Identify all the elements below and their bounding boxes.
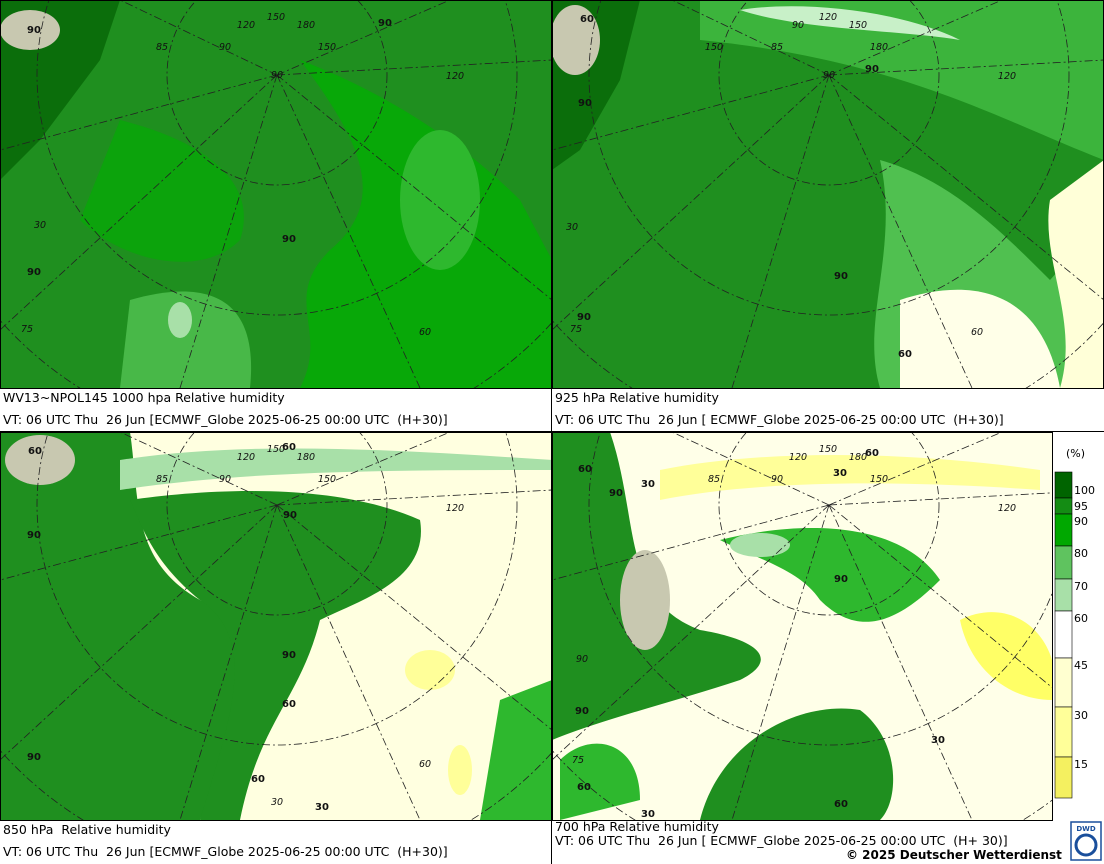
panel-caption: VT: 06 UTC Thu 26 Jun [ ECMWF_Globe 2025… bbox=[555, 412, 1004, 427]
contour-label: 150 bbox=[870, 474, 888, 485]
contour-label: 90 bbox=[27, 752, 41, 763]
contour-label: 120 bbox=[446, 71, 464, 82]
contour-label: 120 bbox=[998, 71, 1016, 82]
contour-label: 60 bbox=[419, 327, 431, 338]
contour-label: 180 bbox=[297, 20, 315, 31]
contour-label: 90 bbox=[575, 706, 589, 717]
map-1000 bbox=[1, 1, 551, 388]
contour-label: 120 bbox=[446, 503, 464, 514]
contour-label: 60 bbox=[577, 782, 591, 793]
contour-label: 75 bbox=[570, 324, 582, 335]
contour-label: 90 bbox=[578, 98, 592, 109]
contour-label: 85 bbox=[156, 42, 168, 53]
contour-label: 150 bbox=[267, 12, 285, 23]
contour-label: 60 bbox=[282, 699, 296, 710]
contour-label: 180 bbox=[870, 42, 888, 53]
contour-label: 90 bbox=[27, 25, 41, 36]
contour-label: 90 bbox=[378, 18, 392, 29]
contour-label: 30 bbox=[833, 468, 847, 479]
contour-label: 90 bbox=[609, 488, 623, 499]
contour-label: 150 bbox=[819, 444, 837, 455]
legend-tick-label: 30 bbox=[1074, 709, 1088, 722]
contour-label: 30 bbox=[34, 220, 46, 231]
panel-caption: VT: 06 UTC Thu 26 Jun [ECMWF_Globe 2025-… bbox=[3, 844, 448, 859]
contour-label: 150 bbox=[318, 474, 336, 485]
panel-caption: 850 hPa Relative humidity bbox=[3, 822, 172, 837]
contour-label: 85 bbox=[771, 42, 783, 53]
copyright: © 2025 Deutscher Wetterdienst bbox=[846, 848, 1062, 862]
contour-label: 90 bbox=[271, 70, 283, 81]
legend-tick-label: 45 bbox=[1074, 659, 1088, 672]
colorbar bbox=[1054, 471, 1073, 799]
contour-label: 90 bbox=[577, 312, 591, 323]
contour-label: 90 bbox=[282, 650, 296, 661]
panel-caption: VT: 06 UTC Thu 26 Jun [ ECMWF_Globe 2025… bbox=[555, 833, 1008, 848]
panel-caption: VT: 06 UTC Thu 26 Jun [ECMWF_Globe 2025-… bbox=[3, 412, 448, 427]
panel-caption: 700 hPa Relative humidity bbox=[555, 819, 720, 834]
dwd-logo bbox=[1070, 821, 1102, 861]
contour-label: 120 bbox=[998, 503, 1016, 514]
contour-label: 60 bbox=[580, 14, 594, 25]
contour-label: 90 bbox=[823, 70, 835, 81]
contour-label: 90 bbox=[282, 234, 296, 245]
contour-label: 60 bbox=[282, 442, 296, 453]
contour-label: 60 bbox=[251, 774, 265, 785]
contour-label: 60 bbox=[28, 446, 42, 457]
contour-label: 180 bbox=[849, 452, 867, 463]
contour-label: 90 bbox=[27, 267, 41, 278]
legend-tick-label: 80 bbox=[1074, 547, 1088, 560]
contour-label: 30 bbox=[566, 222, 578, 233]
contour-label: 60 bbox=[834, 799, 848, 810]
contour-label: 120 bbox=[819, 12, 837, 23]
contour-label: 60 bbox=[578, 464, 592, 475]
contour-label: 30 bbox=[931, 735, 945, 746]
map-700 bbox=[553, 433, 1053, 820]
contour-label: 90 bbox=[219, 42, 231, 53]
contour-label: 120 bbox=[237, 452, 255, 463]
contour-label: 30 bbox=[641, 479, 655, 490]
contour-label: 60 bbox=[865, 448, 879, 459]
legend-tick-label: 70 bbox=[1074, 580, 1088, 593]
contour-label: 30 bbox=[315, 802, 329, 813]
contour-label: 90 bbox=[27, 530, 41, 541]
contour-label: 120 bbox=[237, 20, 255, 31]
contour-label: 180 bbox=[297, 452, 315, 463]
contour-label: 90 bbox=[576, 654, 588, 665]
contour-label: 90 bbox=[834, 271, 848, 282]
legend-tick-label: 100 bbox=[1074, 484, 1095, 497]
contour-label: 60 bbox=[971, 327, 983, 338]
legend-unit: (%) bbox=[1066, 447, 1085, 460]
contour-label: 90 bbox=[792, 20, 804, 31]
contour-label: 75 bbox=[21, 324, 33, 335]
contour-label: 85 bbox=[156, 474, 168, 485]
map-925 bbox=[553, 1, 1103, 388]
contour-label: 120 bbox=[789, 452, 807, 463]
logo-text: DWD bbox=[1076, 825, 1096, 833]
legend-tick-label: 15 bbox=[1074, 758, 1088, 771]
contour-label: 150 bbox=[705, 42, 723, 53]
contour-label: 30 bbox=[641, 809, 655, 820]
map-850 bbox=[1, 433, 551, 820]
contour-label: 90 bbox=[219, 474, 231, 485]
contour-label: 150 bbox=[318, 42, 336, 53]
contour-label: 90 bbox=[834, 574, 848, 585]
legend-tick-label: 95 bbox=[1074, 500, 1088, 513]
contour-label: 60 bbox=[419, 759, 431, 770]
contour-label: 75 bbox=[572, 755, 584, 766]
contour-label: 90 bbox=[865, 64, 879, 75]
contour-label: 85 bbox=[708, 474, 720, 485]
contour-label: 30 bbox=[271, 797, 283, 808]
panel-caption: WV13~NPOL145 1000 hpa Relative humidity bbox=[3, 390, 285, 405]
contour-label: 90 bbox=[771, 474, 783, 485]
panel-caption: 925 hPa Relative humidity bbox=[555, 390, 720, 405]
contour-label: 150 bbox=[849, 20, 867, 31]
contour-label: 60 bbox=[898, 349, 912, 360]
contour-label: 150 bbox=[267, 444, 285, 455]
legend-tick-label: 60 bbox=[1074, 612, 1088, 625]
contour-label: 90 bbox=[283, 510, 297, 521]
legend-tick-label: 90 bbox=[1074, 515, 1088, 528]
